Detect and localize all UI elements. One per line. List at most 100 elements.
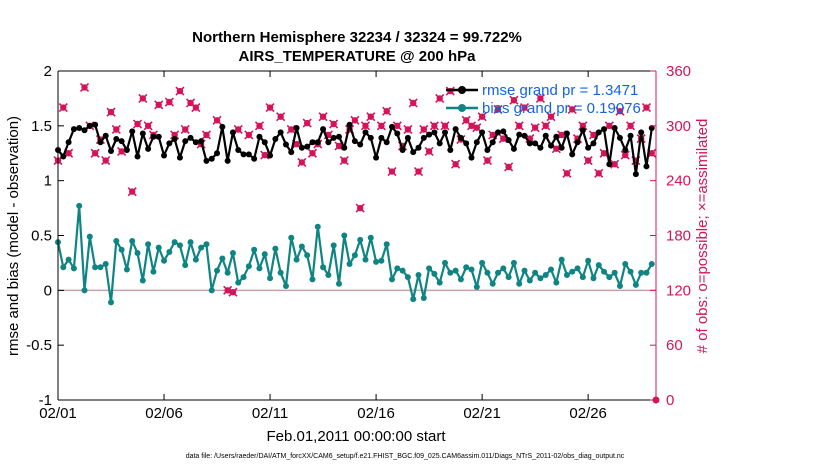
obs-count-marker — [101, 155, 111, 166]
bias-point — [282, 282, 289, 289]
bias-point — [643, 269, 650, 276]
y-tick-label-right: 240 — [666, 173, 691, 190]
obs-count-marker — [127, 187, 137, 197]
bias-point — [192, 256, 199, 263]
bias-point — [134, 250, 141, 257]
rmse-point — [245, 151, 252, 158]
rmse-point — [145, 145, 152, 152]
rmse-point — [548, 142, 555, 149]
obs-count-marker — [79, 82, 90, 93]
bias-point — [516, 280, 523, 287]
rmse-point — [251, 155, 258, 162]
y-tick-label-right: 0 — [666, 392, 674, 409]
rmse-point — [171, 135, 178, 142]
rmse-point — [288, 149, 295, 156]
obs-count-cross — [514, 121, 524, 131]
bias-point — [627, 268, 634, 275]
obs-count-marker — [429, 121, 439, 131]
rmse-point — [235, 146, 242, 153]
rmse-point — [309, 139, 316, 146]
obs-count-cross — [164, 97, 174, 107]
bias-point — [224, 269, 231, 276]
obs-count-marker — [286, 124, 296, 135]
rmse-point — [601, 126, 608, 133]
rmse-point — [70, 126, 77, 133]
bias-point — [595, 262, 602, 269]
bias-point — [70, 265, 77, 272]
rmse-point — [383, 139, 390, 146]
bias-point — [245, 263, 252, 270]
rmse-point — [452, 126, 459, 133]
bias-point — [139, 277, 146, 284]
rmse-point — [92, 121, 99, 128]
bias-point — [463, 264, 470, 271]
obs-count-marker — [620, 150, 630, 160]
obs-count-cross — [403, 124, 413, 135]
rmse-point — [166, 140, 173, 147]
bias-point — [378, 257, 385, 264]
obs-count-marker — [154, 100, 164, 110]
obs-count-cross — [138, 93, 148, 103]
bias-point — [426, 265, 433, 272]
rmse-point — [457, 134, 464, 141]
bias-point — [251, 246, 258, 253]
rmse-point — [521, 132, 528, 139]
obs-count-marker — [610, 159, 620, 169]
rmse-point — [161, 152, 168, 159]
obs-count-marker — [175, 86, 185, 96]
bias-point — [537, 275, 544, 282]
rmse-point — [420, 134, 427, 141]
obs-count-marker — [254, 121, 265, 131]
obs-count-marker — [472, 123, 482, 133]
obs-count-cross — [387, 166, 397, 177]
obs-count-marker — [276, 112, 286, 122]
bias-point — [436, 279, 443, 286]
bias-point — [590, 275, 597, 282]
obs-count-marker — [339, 155, 349, 166]
rmse-point — [330, 134, 337, 141]
rmse-point — [261, 139, 268, 146]
rmse-point — [256, 133, 263, 140]
bias-point — [558, 256, 565, 263]
chart-title-line2: AIRS_TEMPERATURE @ 200 hPa — [239, 48, 477, 65]
obs-count-cross — [578, 121, 588, 131]
bias-point — [585, 257, 592, 264]
obs-count-marker — [408, 98, 418, 108]
rmse-point — [367, 134, 374, 141]
bias-point — [256, 265, 263, 272]
obs-count-marker — [201, 130, 212, 140]
obs-count-marker — [435, 93, 445, 103]
y-tick-label-left: 2 — [44, 63, 52, 80]
obs-count-marker — [106, 107, 116, 117]
bias-point — [304, 252, 311, 259]
bias-point — [351, 252, 358, 259]
bias-point — [447, 269, 454, 276]
obs-count-marker — [191, 102, 201, 113]
obs-count-marker — [567, 104, 577, 114]
bias-point — [203, 241, 210, 248]
bias-point — [362, 256, 369, 263]
rmse-point — [277, 129, 284, 136]
legend-bias-label: bias grand pr = 0.19076 — [482, 100, 641, 117]
obs-count-cross — [541, 121, 551, 131]
obs-count-marker — [164, 97, 174, 107]
rmse-point — [388, 123, 395, 130]
rmse-point — [76, 125, 83, 132]
obs-count-cross — [429, 121, 439, 131]
plot-area — [58, 71, 656, 400]
bias-point — [166, 248, 173, 255]
rmse-point — [182, 138, 189, 145]
bias-point — [187, 239, 194, 246]
rmse-point — [224, 157, 231, 164]
obs-count-cross — [477, 112, 487, 122]
obs-count-marker — [302, 118, 312, 128]
legend-rmse-label: rmse grand pr = 1.3471 — [482, 82, 638, 99]
rmse-point — [431, 129, 438, 136]
obs-count-cross — [244, 130, 254, 140]
obs-count-cross — [297, 157, 307, 167]
obs-count-marker — [403, 124, 413, 135]
bias-point — [81, 287, 88, 294]
rmse-point — [378, 134, 385, 141]
rmse-point — [314, 139, 321, 146]
rmse-point — [351, 138, 358, 145]
